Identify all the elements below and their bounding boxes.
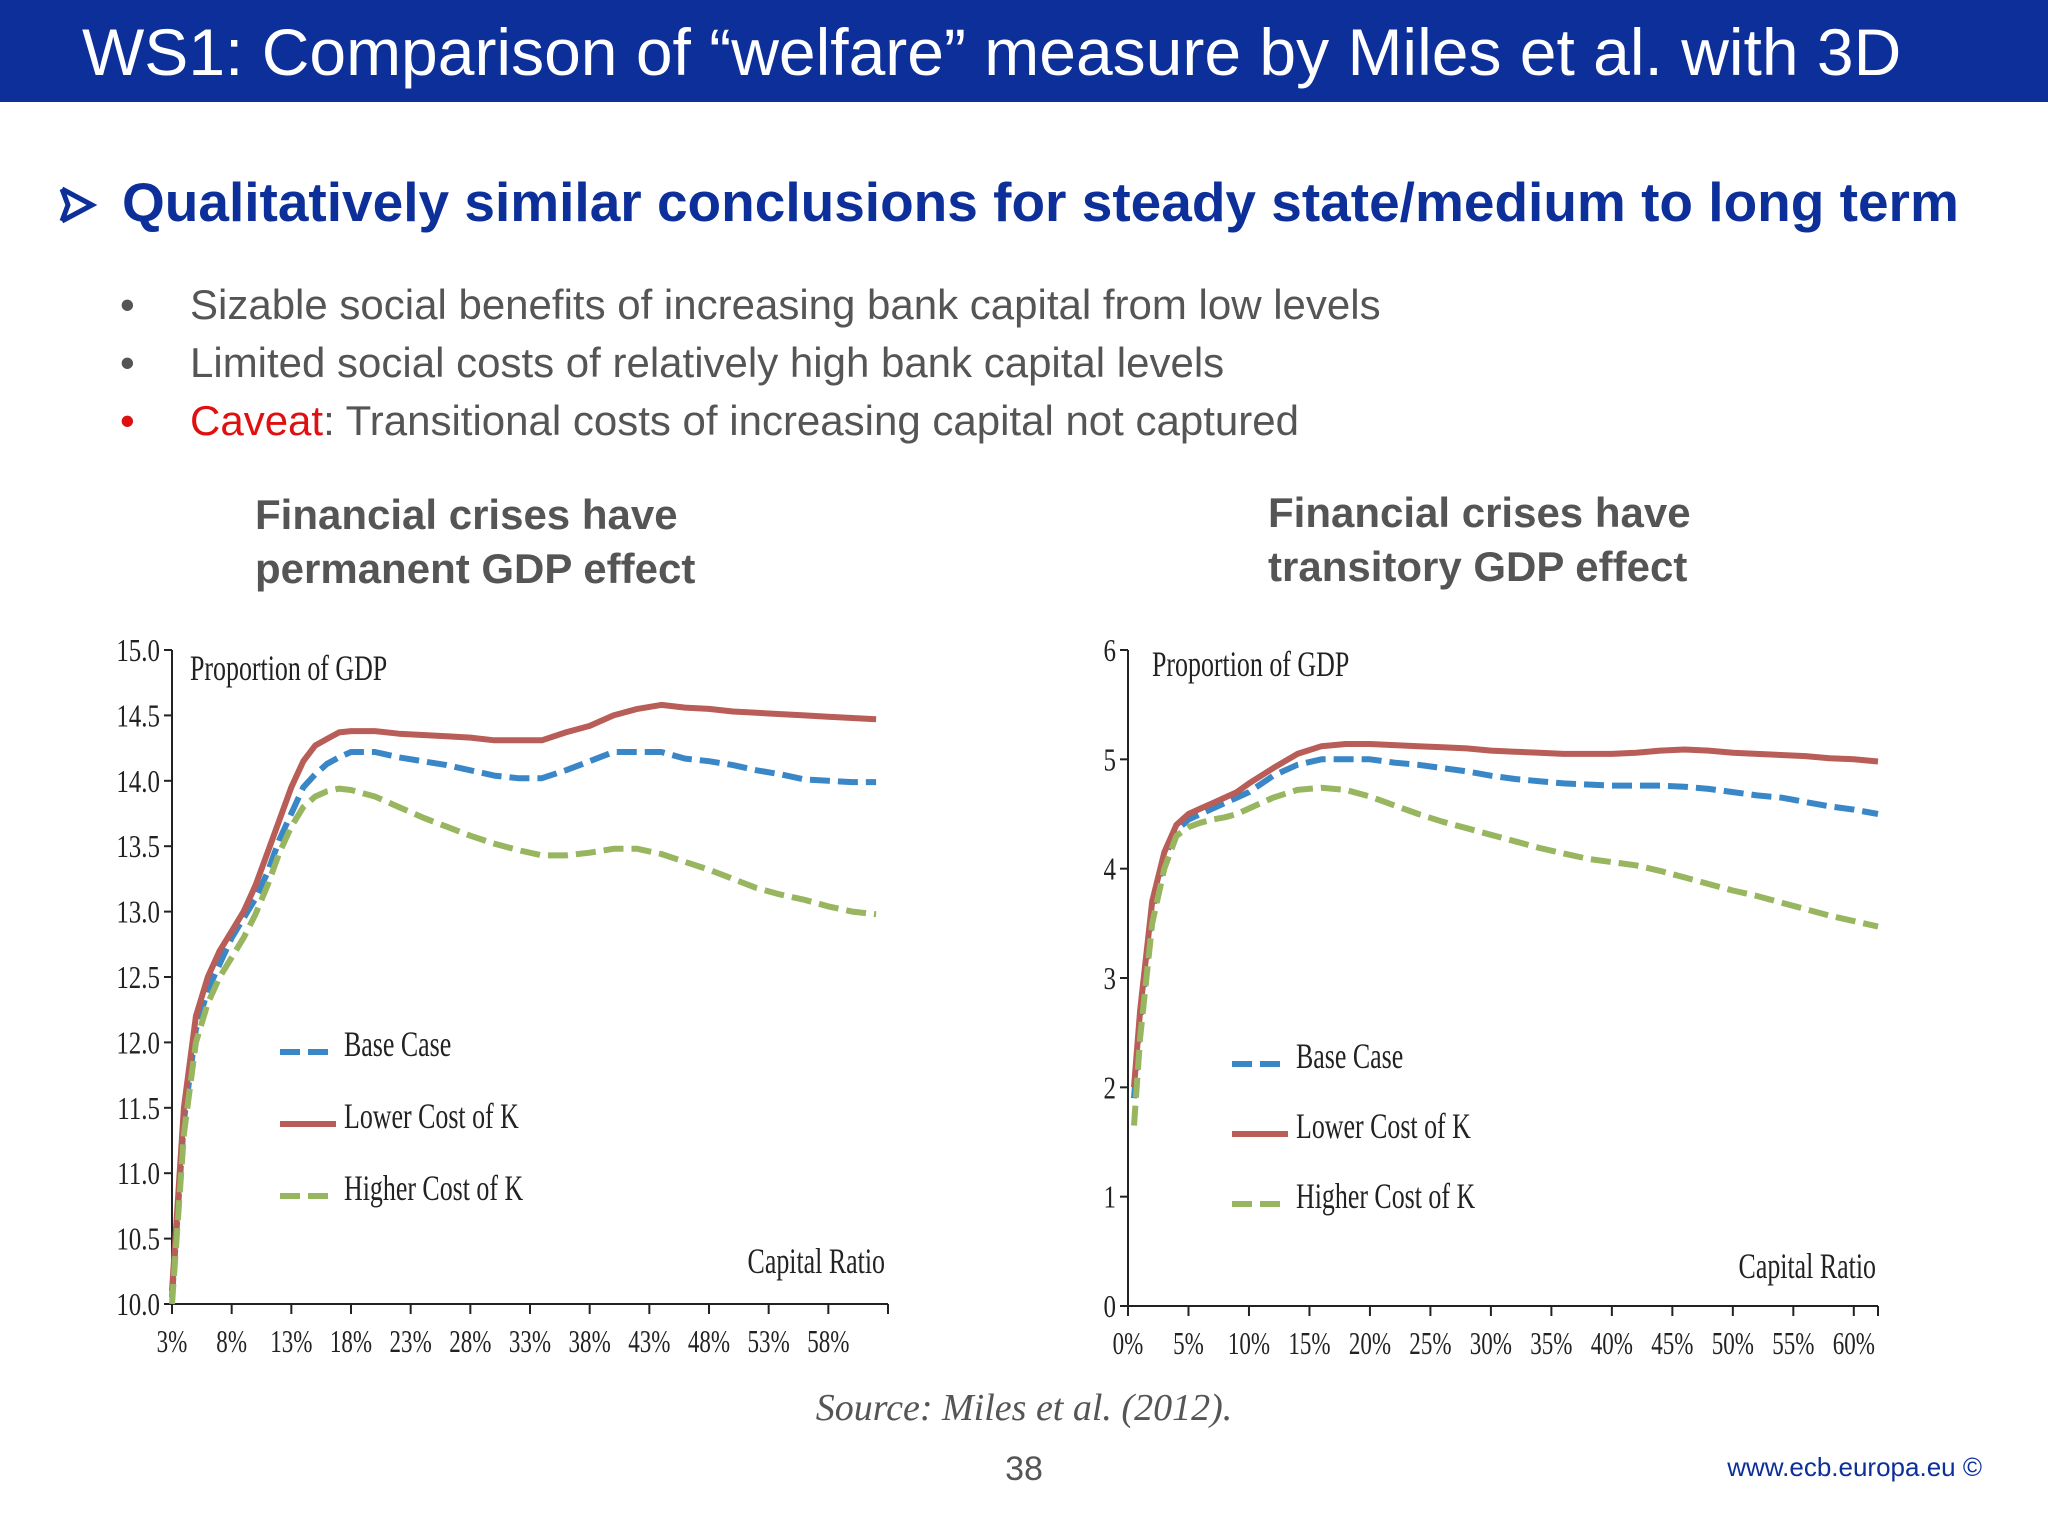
x-tick-label: 15% xyxy=(1288,1326,1330,1362)
chart-permanent: 10.0 10.5 11.0 11.5 12.0 12.5 13.0 13.5 14.0 14.5… xyxy=(116,633,889,1360)
x-tick-label: 55% xyxy=(1772,1326,1814,1362)
y-tick-label: 11.0 xyxy=(117,1156,160,1192)
bullet-item: • Limited social costs of relatively hig… xyxy=(120,334,1381,392)
slide-title: WS1: Comparison of “welfare” measure by … xyxy=(82,15,1902,89)
x-tick-label: 18% xyxy=(330,1324,372,1360)
y-tick-label: 10.0 xyxy=(116,1287,160,1323)
headline-text: Qualitatively similar conclusions for st… xyxy=(122,171,1959,233)
caveat-label: Caveat xyxy=(190,397,324,444)
y-tick-label: 13.0 xyxy=(116,895,160,931)
y-axis-label: Proportion of GDP xyxy=(190,648,387,688)
x-tick-label: 10% xyxy=(1228,1326,1270,1362)
title-bar: WS1: Comparison of “welfare” measure by … xyxy=(0,0,2048,102)
x-tick-label: 53% xyxy=(748,1324,790,1360)
bullet-item-caveat: • Caveat: Transitional costs of increasi… xyxy=(120,392,1381,450)
source-note: Source: Miles et al. (2012). xyxy=(815,1387,1233,1429)
chart-title-transitory: Financial crises have transitory GDP eff… xyxy=(1268,489,1691,590)
series-line-base-case xyxy=(169,749,877,1298)
x-tick-label: 23% xyxy=(390,1324,432,1360)
y-tick-label: 6 xyxy=(1104,633,1116,669)
y-tick-label: 1 xyxy=(1104,1180,1116,1216)
bullet-text: Limited social costs of relatively high … xyxy=(190,339,1225,386)
series-line-higher-cost-of-k xyxy=(1131,784,1879,1126)
y-tick-label: 3 xyxy=(1104,961,1116,997)
page-number: 38 xyxy=(1005,1450,1043,1488)
x-tick-label: 50% xyxy=(1712,1326,1754,1362)
legend-label-base-case: Base Case xyxy=(1296,1036,1403,1076)
bullet-dot-icon: • xyxy=(120,397,135,444)
x-tick-label: 30% xyxy=(1470,1326,1512,1362)
bullet-text: Sizable social benefits of increasing ba… xyxy=(190,281,1381,328)
y-axis-label: Proportion of GDP xyxy=(1152,644,1349,684)
y-tick-label: 10.5 xyxy=(116,1222,160,1258)
x-tick-label: 28% xyxy=(449,1324,491,1360)
y-tick-label: 15.0 xyxy=(116,633,160,669)
y-tick-label: 2 xyxy=(1104,1070,1116,1106)
arrow-bullet-icon xyxy=(58,164,122,240)
bullet-dot-icon: • xyxy=(120,281,135,328)
x-tick-label: 25% xyxy=(1409,1326,1451,1362)
x-tick-label: 13% xyxy=(270,1324,312,1360)
legend-label-base-case: Base Case xyxy=(344,1024,451,1064)
y-tick-label: 13.5 xyxy=(116,829,160,865)
x-tick-label: 33% xyxy=(509,1324,551,1360)
y-tick-label: 5 xyxy=(1104,742,1116,778)
headline: Qualitatively similar conclusions for st… xyxy=(58,164,1959,240)
bullet-item: • Sizable social benefits of increasing … xyxy=(120,276,1381,334)
bullet-list: • Sizable social benefits of increasing … xyxy=(120,276,1381,450)
y-tick-label: 14.5 xyxy=(116,699,160,735)
x-tick-label: 5% xyxy=(1173,1326,1204,1362)
bullet-dot-icon: • xyxy=(120,339,135,386)
footer-link[interactable]: www.ecb.europa.eu © xyxy=(1727,1452,1982,1482)
x-tick-label: 35% xyxy=(1530,1326,1572,1362)
x-tick-label: 45% xyxy=(1651,1326,1693,1362)
x-tick-label: 38% xyxy=(569,1324,611,1360)
legend-label-lower-cost-of-k: Lower Cost of K xyxy=(1296,1106,1471,1146)
legend-label-higher-cost-of-k: Higher Cost of K xyxy=(1296,1176,1476,1216)
x-tick-label: 58% xyxy=(807,1324,849,1360)
bullet-text: : Transitional costs of increasing capit… xyxy=(323,397,1299,444)
legend-label-lower-cost-of-k: Lower Cost of K xyxy=(344,1096,519,1136)
y-tick-label: 14.0 xyxy=(116,764,160,800)
series-line-lower-cost-of-k xyxy=(1131,741,1879,1088)
x-tick-label: 48% xyxy=(688,1324,730,1360)
x-tick-label: 8% xyxy=(216,1324,247,1360)
y-tick-label: 0 xyxy=(1104,1289,1116,1325)
chart-title-permanent: Financial crises have permanent GDP effe… xyxy=(255,491,696,592)
x-tick-label: 43% xyxy=(628,1324,670,1360)
x-axis-label: Capital Ratio xyxy=(748,1241,885,1281)
series-line-base-case xyxy=(1131,756,1879,1099)
x-tick-label: 40% xyxy=(1591,1326,1633,1362)
x-tick-label: 0% xyxy=(1113,1326,1144,1362)
y-tick-label: 11.5 xyxy=(117,1091,160,1127)
y-tick-label: 12.0 xyxy=(116,1026,160,1062)
legend-label-higher-cost-of-k: Higher Cost of K xyxy=(344,1168,524,1208)
y-tick-label: 4 xyxy=(1104,852,1116,888)
y-tick-label: 12.5 xyxy=(116,960,160,996)
series-line-higher-cost-of-k xyxy=(169,785,877,1305)
series-line-lower-cost-of-k xyxy=(169,701,877,1292)
x-tick-label: 60% xyxy=(1833,1326,1875,1362)
x-axis-label: Capital Ratio xyxy=(1739,1246,1876,1286)
x-tick-label: 3% xyxy=(157,1324,188,1360)
x-tick-label: 20% xyxy=(1349,1326,1391,1362)
